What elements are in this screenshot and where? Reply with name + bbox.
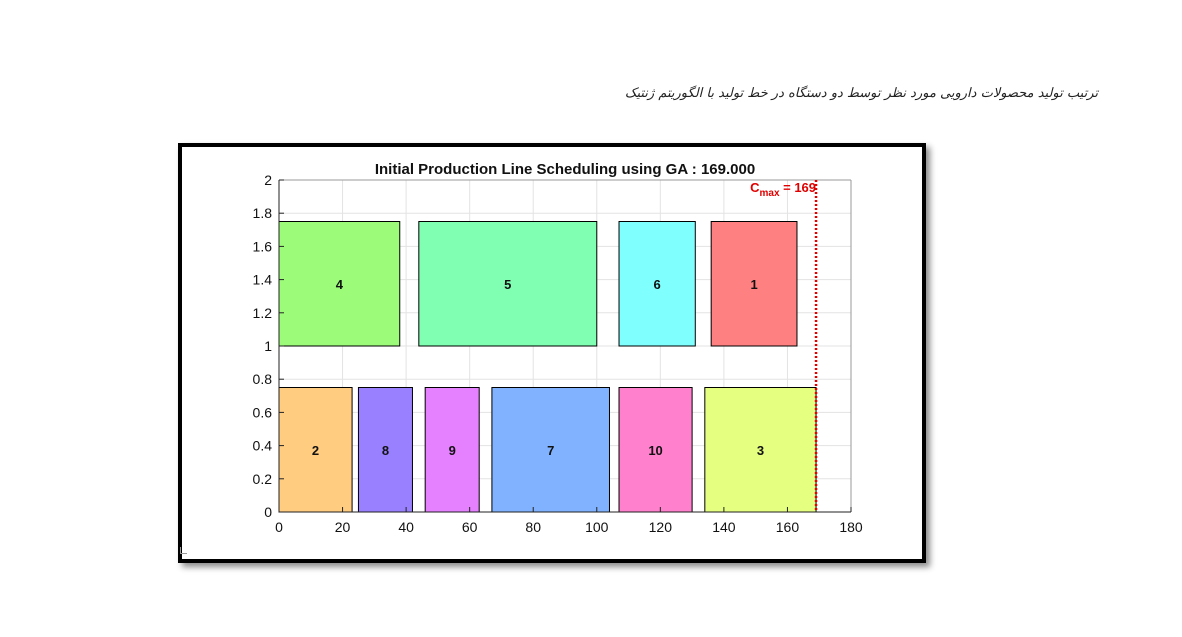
job-bar-2 xyxy=(278,387,353,513)
axes: 0 20 40 60 80 100 120 140 160 180 0 0.2 0.4 0.6 0.8 1 1.… xyxy=(253,172,863,535)
job-label-6: 6 xyxy=(654,277,661,292)
job-bar-6 xyxy=(618,221,696,347)
x-tick-label: 20 xyxy=(335,519,351,535)
x-tick-label: 40 xyxy=(398,519,414,535)
job-label-4: 4 xyxy=(336,277,344,292)
job-label-10: 10 xyxy=(648,443,662,458)
y-tick-label: 0.4 xyxy=(253,438,273,454)
y-tick-label: 1.4 xyxy=(253,272,273,288)
job-label-5: 5 xyxy=(504,277,511,292)
job-label-1: 1 xyxy=(750,277,757,292)
x-tick-label: 100 xyxy=(585,519,609,535)
y-tick-label: 1.2 xyxy=(253,305,273,321)
y-tick-label: 0 xyxy=(264,504,272,520)
cmax-label-main: C xyxy=(750,180,760,195)
figure-caption: ترتیب تولید محصولات دارویی مورد نظر توسط… xyxy=(624,86,1098,101)
job-bar-3 xyxy=(704,387,817,513)
job-bar-10 xyxy=(618,387,693,513)
job-bar-4 xyxy=(278,221,401,347)
y-tick-label: 0.8 xyxy=(253,371,273,387)
x-tick-label: 180 xyxy=(839,519,863,535)
cmax-label: Cmax = 169 xyxy=(750,180,816,199)
cmax-label-value: = 169 xyxy=(780,180,817,195)
job-label-7: 7 xyxy=(547,443,554,458)
x-tick-label: 140 xyxy=(712,519,736,535)
cmax-label-sub: max xyxy=(760,188,780,199)
chart-title: Initial Production Line Scheduling using… xyxy=(375,161,755,178)
corner-mark xyxy=(180,547,187,554)
x-tick-label: 120 xyxy=(649,519,673,535)
job-label-2: 2 xyxy=(312,443,319,458)
job-bar-1 xyxy=(710,221,798,347)
job-label-8: 8 xyxy=(382,443,389,458)
cmax-marker: Cmax = 169 xyxy=(750,180,818,512)
job-bar-8 xyxy=(357,387,413,513)
job-bar-5 xyxy=(418,221,598,347)
job-bar-9 xyxy=(424,387,480,513)
y-tick-label: 1.6 xyxy=(253,238,273,254)
x-tick-label: 60 xyxy=(462,519,478,535)
job-label-3: 3 xyxy=(757,443,764,458)
y-tick-label: 0.6 xyxy=(253,404,273,420)
job-bars: 4 5 6 1 2 8 9 7 10 3 xyxy=(278,221,817,513)
y-tick-label: 2 xyxy=(264,172,272,188)
y-tick-label: 0.2 xyxy=(253,471,273,487)
x-tick-label: 80 xyxy=(525,519,541,535)
x-tick-label: 160 xyxy=(776,519,800,535)
job-bar-7 xyxy=(491,387,610,513)
job-label-9: 9 xyxy=(449,443,456,458)
y-tick-label: 1 xyxy=(264,338,272,354)
y-tick-label: 1.8 xyxy=(253,205,273,221)
x-tick-label: 0 xyxy=(275,519,283,535)
